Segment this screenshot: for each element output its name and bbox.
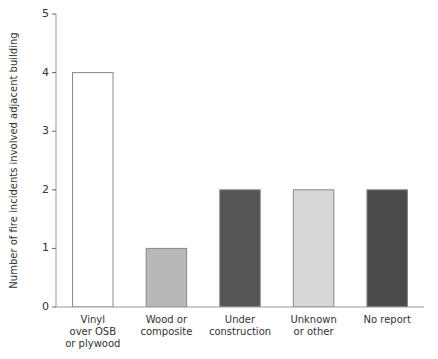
x-tick-label: Vinylover OSBor plywood	[65, 314, 120, 349]
y-tick	[52, 189, 56, 190]
y-tick	[52, 72, 56, 73]
y-tick-label: 0	[42, 300, 49, 313]
x-tick-label: Underconstruction	[209, 314, 271, 337]
bar	[293, 190, 333, 307]
x-tick-label: Unknownor other	[290, 314, 336, 337]
y-tick-label: 2	[42, 183, 49, 196]
y-tick	[52, 307, 56, 308]
y-axis-line	[56, 14, 57, 307]
y-axis-label: Number of fire incidents involved adjace…	[8, 32, 19, 288]
y-tick	[52, 14, 56, 15]
bar	[367, 190, 407, 307]
x-axis-line	[56, 307, 424, 308]
bars	[73, 73, 408, 307]
y-tick-label: 4	[42, 66, 49, 79]
x-tick-label: No report	[364, 314, 411, 325]
bar	[220, 190, 260, 307]
chart: 0 1 2 3 4 5 Vinylover OSBor plywood Wood orcomp…	[0, 0, 438, 359]
y-tick	[52, 131, 56, 132]
bar	[146, 248, 186, 307]
y-tick	[52, 248, 56, 249]
y-tick-label: 3	[42, 124, 49, 137]
x-tick-label: Wood orcomposite	[140, 314, 192, 337]
bar	[73, 73, 113, 307]
y-tick-label: 5	[42, 7, 49, 20]
y-tick-label: 1	[42, 241, 49, 254]
chart-container: 0 1 2 3 4 5 Vinylover OSBor plywood Wood orcomp…	[0, 0, 438, 359]
